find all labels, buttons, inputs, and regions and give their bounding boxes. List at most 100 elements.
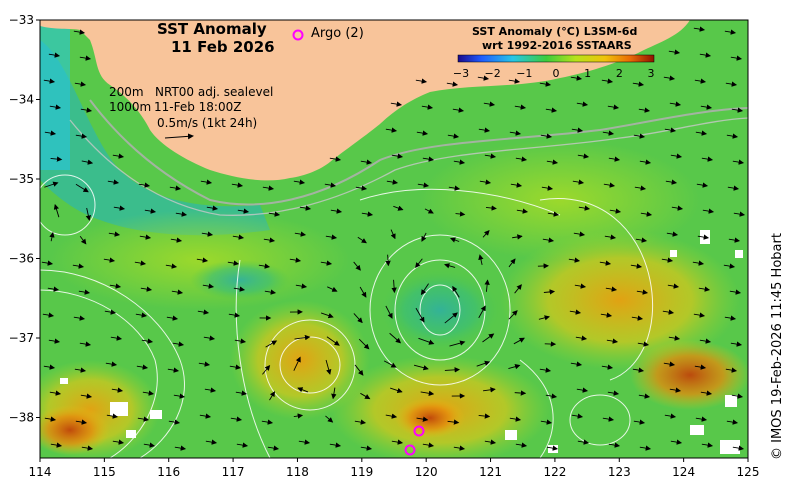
current-arrow — [702, 208, 715, 214]
current-arrow — [697, 234, 710, 240]
current-arrow — [420, 283, 429, 296]
current-arrow — [169, 185, 182, 191]
current-arrow — [144, 208, 157, 214]
current-arrow — [110, 335, 123, 341]
current-arrow — [261, 419, 274, 425]
current-arrow — [701, 156, 714, 162]
current-arrow — [234, 338, 247, 344]
x-tick-label: 119 — [350, 465, 373, 479]
current-arrow — [73, 29, 86, 35]
current-arrow — [516, 208, 529, 214]
current-arrow — [726, 419, 739, 425]
map-title-line2: 11 Feb 2026 — [171, 38, 275, 56]
current-arrow — [453, 159, 466, 165]
colorbar-title-line1: SST Anomaly (°C) L3SM-6d — [472, 25, 638, 38]
current-arrow — [693, 26, 706, 32]
current-arrow — [662, 309, 675, 315]
colorbar-tick-label: 0 — [553, 67, 560, 80]
current-arrow — [476, 360, 491, 367]
current-arrow — [478, 305, 486, 319]
current-arrow — [53, 203, 60, 218]
current-arrow — [477, 75, 490, 81]
current-arrow — [638, 107, 651, 113]
current-arrow — [726, 133, 739, 139]
legend-depth-1000: 1000m — [109, 100, 152, 114]
current-arrow — [415, 78, 428, 84]
current-arrow — [233, 286, 246, 292]
current-arrow — [694, 364, 707, 370]
current-arrow — [692, 260, 705, 266]
current-arrow — [700, 104, 713, 110]
current-arrow — [542, 237, 555, 243]
current-arrow — [81, 445, 94, 451]
current-arrow — [202, 283, 215, 289]
current-arrow — [640, 211, 653, 217]
current-arrow — [385, 254, 391, 267]
argo-float-marker[interactable] — [413, 425, 425, 437]
current-arrow — [44, 416, 57, 422]
argo-float-marker[interactable] — [404, 444, 416, 456]
current-arrow — [44, 181, 59, 188]
legend-datetime: 11-Feb 18:00Z — [154, 100, 242, 114]
current-arrow — [390, 387, 403, 394]
current-arrow — [546, 445, 559, 451]
x-tick-label: 122 — [543, 465, 566, 479]
current-arrow — [729, 289, 742, 295]
current-arrow — [545, 107, 558, 113]
current-arrow — [633, 419, 646, 425]
current-arrow — [140, 286, 153, 292]
current-arrow — [107, 179, 120, 185]
current-arrow — [326, 336, 340, 346]
current-arrow — [262, 185, 275, 191]
current-arrow — [602, 416, 615, 422]
current-arrow — [510, 182, 523, 188]
current-arrow — [725, 81, 738, 87]
current-arrow — [269, 391, 275, 401]
current-arrow — [298, 439, 311, 445]
current-arrow — [383, 360, 397, 368]
current-arrow — [568, 257, 581, 263]
current-arrow — [390, 229, 396, 240]
current-arrow — [668, 49, 681, 55]
current-arrow — [206, 205, 219, 211]
current-arrow — [48, 338, 61, 344]
map-frame — [39, 19, 749, 459]
current-arrow — [50, 442, 63, 448]
current-arrow — [293, 413, 304, 419]
current-arrow — [732, 159, 745, 165]
current-arrow — [85, 207, 91, 221]
current-arrow — [733, 211, 746, 217]
colorbar-tick-label: −3 — [453, 67, 469, 80]
current-arrow — [75, 133, 88, 139]
legend-velocity-scale: 0.5m/s (1kt 24h) — [157, 116, 258, 130]
current-arrow — [514, 284, 522, 294]
y-tick-label: −34 — [9, 93, 34, 107]
current-arrow — [81, 159, 94, 165]
colorbar-tick-label: −2 — [485, 67, 501, 80]
current-arrow — [41, 260, 54, 266]
current-arrow — [73, 315, 86, 321]
current-arrow — [330, 208, 343, 214]
current-arrow — [79, 235, 87, 245]
current-arrow — [664, 127, 677, 133]
current-arrow — [75, 419, 88, 425]
y-tick-label: −33 — [9, 13, 34, 27]
current-arrow — [197, 309, 210, 315]
current-arrow — [663, 361, 676, 367]
current-arrow — [631, 315, 644, 321]
current-arrow — [141, 338, 154, 344]
current-arrow — [204, 387, 217, 393]
current-arrow — [265, 340, 278, 348]
current-arrow — [599, 260, 612, 266]
current-arrow — [111, 387, 124, 393]
colorbar — [457, 54, 655, 63]
current-arrow — [508, 310, 518, 320]
colorbar-tick-label: 1 — [584, 67, 591, 80]
current-arrow — [420, 390, 435, 396]
x-tick-label: 116 — [157, 465, 180, 479]
current-arrow — [540, 133, 553, 139]
current-arrow — [543, 289, 556, 295]
x-tick-label: 125 — [737, 465, 760, 479]
current-arrow — [573, 231, 586, 237]
current-arrow — [74, 367, 87, 373]
